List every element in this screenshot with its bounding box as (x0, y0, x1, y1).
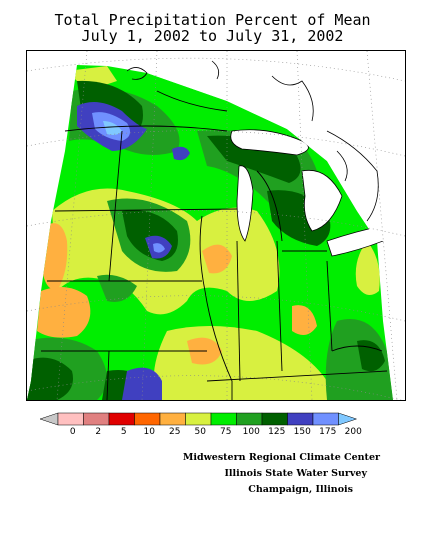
color-legend (40, 412, 358, 426)
legend-swatch (83, 412, 110, 426)
zone-100-125 (97, 274, 137, 302)
legend-tick-label: 100 (242, 427, 260, 437)
legend-swatch (261, 412, 288, 426)
legend-tick-label: 125 (268, 427, 286, 437)
zone-125-150 (357, 340, 385, 372)
lake-huron (301, 169, 343, 232)
credit-line2: Illinois State Water Survey (224, 468, 367, 479)
lake-michigan (236, 165, 254, 242)
credit-line3: Champaign, Illinois (248, 484, 353, 495)
legend-swatch (134, 412, 161, 426)
zone-150-175 (172, 146, 190, 161)
legend-tick-label: 150 (293, 427, 311, 437)
great-lakes (230, 129, 384, 257)
zone-150-175 (122, 367, 162, 400)
legend-tick-label: 0 (69, 427, 76, 437)
legend-tick-label: 2 (95, 427, 102, 437)
legend-swatch (108, 412, 135, 426)
legend-tick-label: 175 (319, 427, 337, 437)
legend-tick-label: 25 (169, 427, 181, 437)
legend-arrow-high (338, 412, 358, 426)
legend-swatch (159, 412, 186, 426)
zone-175-200 (153, 243, 165, 253)
legend-tick-label: 200 (344, 427, 362, 437)
legend-swatch (57, 412, 84, 426)
zone-100-125 (325, 319, 393, 400)
map-title-line2: July 1, 2002 to July 31, 2002 (81, 27, 344, 45)
zone-below-50 (292, 305, 317, 335)
legend-tick-label: 75 (220, 427, 232, 437)
precipitation-map (26, 50, 406, 401)
legend-swatch (287, 412, 314, 426)
map-canvas (27, 51, 405, 400)
legend-swatch (312, 412, 339, 426)
legend-swatch (236, 412, 263, 426)
legend-swatch (210, 412, 237, 426)
map-title-line1: Total Precipitation Percent of Mean (54, 11, 371, 29)
legend-tick-label: 10 (143, 427, 155, 437)
zone-below-50 (202, 244, 232, 274)
zone-50-75 (355, 241, 380, 295)
legend-swatch (185, 412, 212, 426)
credit-line1: Midwestern Regional Climate Center (182, 452, 380, 463)
coastlines (126, 60, 379, 222)
legend-tick-label: 5 (120, 427, 127, 437)
outside-domain (147, 51, 405, 241)
zone-above-200 (103, 121, 122, 135)
zone-below-50 (42, 223, 68, 291)
lake-superior (230, 129, 309, 156)
legend-tick-label: 50 (194, 427, 206, 437)
state-boundaries (41, 90, 388, 400)
zone-125-150 (27, 357, 73, 400)
legend-arrow-low (40, 412, 59, 426)
zone-below-50 (37, 287, 91, 338)
